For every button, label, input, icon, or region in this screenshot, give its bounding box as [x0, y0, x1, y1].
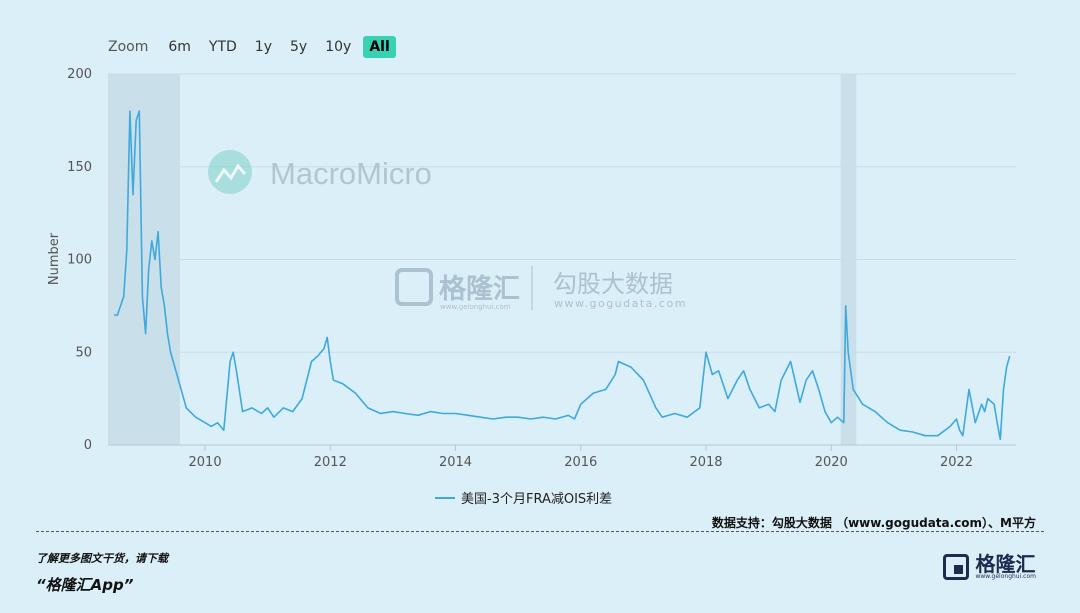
footer-promo-text: 了解更多图文干货，请下载: [36, 552, 168, 565]
macromicro-logo-icon: [208, 150, 252, 194]
x-tick-label: 2014: [439, 455, 472, 470]
footer-logo-url: www.gelonghui.com: [975, 573, 1036, 580]
x-tick-label: 2018: [689, 455, 722, 470]
y-tick-label: 100: [67, 253, 92, 268]
gogudata-watermark-name: 勾股大数据: [553, 270, 673, 298]
zoom-button-1y[interactable]: 1y: [254, 39, 272, 55]
legend[interactable]: 美国-3个月FRA减OIS利差: [435, 488, 612, 507]
source-note: 数据支持：勾股大数据 （www.gogudata.com）、M平方: [711, 516, 1036, 530]
legend-label: 美国-3个月FRA减OIS利差: [461, 492, 613, 507]
divider: [36, 531, 1044, 532]
footer-app-name: “格隆汇App”: [36, 576, 134, 594]
legend-swatch: [435, 496, 455, 499]
x-tick-label: 2020: [815, 455, 848, 470]
series-layer: [114, 110, 1011, 441]
watermarks: MacroMicro 格隆汇 www.gelonghui.com 勾股大数据 w…: [208, 150, 687, 311]
x-tick-label: 2022: [940, 455, 973, 470]
gelonghui-watermark-url: www.gelonghui.com: [440, 303, 511, 311]
zoom-selector: Zoom 6m YTD 1y 5y 10y All: [108, 34, 402, 60]
macromicro-logo-mark: [214, 163, 247, 183]
zoom-button-6m[interactable]: 6m: [168, 39, 191, 55]
y-axis-label: Number: [47, 232, 62, 285]
gridlines: [108, 73, 1016, 353]
x-tick-label: 2012: [314, 455, 347, 470]
x-tick-label: 2010: [189, 455, 222, 470]
y-tick-label: 0: [84, 438, 92, 453]
gelonghui-logo: 格隆汇 www.gelonghui.com: [943, 554, 1036, 580]
zoom-label: Zoom: [108, 39, 149, 55]
y-tick-label: 200: [67, 67, 92, 82]
y-tick-label: 50: [75, 345, 92, 360]
footer-logo-name: 格隆汇: [975, 552, 1036, 576]
zoom-button-5y[interactable]: 5y: [290, 39, 308, 55]
zoom-button-ytd[interactable]: YTD: [208, 39, 237, 55]
axes: Number 0 50 100 150 200 2010 2012 2014 2016 2018 2…: [47, 67, 1016, 470]
series-line: [114, 110, 1011, 441]
gogudata-watermark-url: www.gogudata.com: [554, 297, 687, 310]
zoom-button-10y[interactable]: 10y: [325, 39, 352, 55]
gelonghui-watermark-icon: [395, 268, 433, 306]
y-tick-label: 150: [67, 160, 92, 175]
gelonghui-logo-icon: [943, 554, 970, 580]
gelonghui-watermark-name: 格隆汇: [439, 274, 520, 305]
zoom-button-all[interactable]: All: [363, 36, 396, 58]
x-tick-label: 2016: [564, 455, 597, 470]
macromicro-watermark: MacroMicro: [270, 156, 432, 191]
